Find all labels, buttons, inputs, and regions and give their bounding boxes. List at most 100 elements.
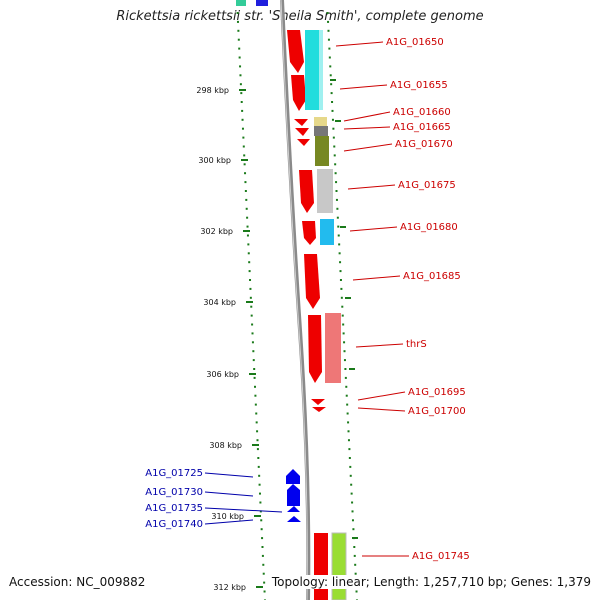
label-leader bbox=[352, 275, 401, 281]
forward-genes bbox=[287, 30, 328, 600]
guide-dot-left bbox=[244, 172, 247, 175]
ruler-tick-label: 306 kbp bbox=[206, 370, 239, 379]
gene-partial-green bbox=[236, 0, 246, 6]
label-leader bbox=[343, 111, 391, 122]
gene-thrs bbox=[308, 315, 322, 383]
guide-dot-left bbox=[246, 225, 249, 228]
label-leader bbox=[204, 491, 254, 497]
guide-dot-left bbox=[239, 65, 242, 68]
guide-dot-right bbox=[336, 216, 339, 219]
track-cyan-edge bbox=[319, 30, 323, 110]
guide-dot-left bbox=[250, 314, 253, 317]
guide-dot-left bbox=[251, 332, 254, 335]
track-tick-dash bbox=[340, 226, 346, 228]
guide-dot-right bbox=[338, 243, 341, 246]
label-leader bbox=[357, 407, 406, 412]
gene-a1g-01735 bbox=[287, 506, 300, 512]
guide-dot-right bbox=[353, 546, 356, 548]
gene-labels: A1G_01650 A1G_01655 A1G_01660 A1G_01665 A1G_… bbox=[145, 37, 470, 562]
label-leader bbox=[204, 519, 254, 525]
guide-dot-right bbox=[340, 296, 343, 299]
guide-dot-right bbox=[342, 332, 345, 335]
guide-dot-right bbox=[343, 350, 346, 353]
guide-dot-left bbox=[248, 270, 251, 273]
guide-dot-left bbox=[258, 483, 261, 486]
guide-dot-right bbox=[350, 483, 353, 486]
guide-dot-left bbox=[249, 279, 252, 281]
guide-dot-right bbox=[342, 323, 345, 326]
guide-dot-right bbox=[334, 172, 337, 175]
gene-a1g-01695 bbox=[311, 399, 325, 405]
guide-dot-left bbox=[241, 109, 244, 112]
track-tick-dash bbox=[335, 120, 341, 122]
reverse-genes bbox=[286, 469, 301, 522]
label-leader bbox=[357, 391, 406, 401]
guide-dot-right bbox=[333, 154, 336, 157]
ruler: 298 kbp 300 kbp 302 kbp 304 kbp 306 kbp 308 k… bbox=[196, 86, 263, 592]
ruler-tick-label: 304 kbp bbox=[203, 298, 236, 307]
guide-dot-right bbox=[331, 109, 334, 112]
guide-dot-left bbox=[250, 305, 253, 308]
gene-a1g-01730 bbox=[287, 484, 300, 506]
guide-dot-right bbox=[343, 359, 346, 362]
guide-dot-left bbox=[261, 546, 264, 548]
gene-a1g-01670 bbox=[297, 139, 310, 146]
guide-dot-left bbox=[255, 421, 258, 424]
guide-dot-right bbox=[344, 368, 347, 370]
gene-label-forward: A1G_01650 bbox=[386, 37, 444, 48]
guide-dot-left bbox=[253, 376, 256, 379]
guide-dot-left bbox=[257, 465, 260, 468]
guide-dot-left bbox=[243, 163, 246, 166]
track-gray bbox=[314, 126, 328, 136]
guide-dot-left bbox=[263, 590, 266, 593]
gene-a1g-01665 bbox=[295, 128, 309, 136]
gene-label-forward: thrS bbox=[406, 339, 427, 350]
guide-dot-right bbox=[349, 465, 352, 468]
guide-dot-right bbox=[338, 252, 341, 255]
guide-dot-right bbox=[335, 181, 338, 184]
guide-dot-right bbox=[354, 563, 357, 566]
guide-dot-left bbox=[256, 439, 259, 442]
guide-dot-right bbox=[351, 519, 354, 522]
guide-dot-left bbox=[240, 92, 243, 95]
track-tick-dash bbox=[352, 537, 358, 539]
guide-dot-left bbox=[241, 127, 244, 130]
ruler-tick-label: 298 kbp bbox=[196, 86, 229, 95]
label-leader bbox=[204, 507, 283, 513]
ruler-tick-label: 312 kbp bbox=[213, 583, 246, 592]
guide-dot-left bbox=[263, 581, 266, 584]
guide-dot-right bbox=[335, 190, 338, 192]
ruler-tick-label: 300 kbp bbox=[198, 156, 231, 165]
guide-dot-right bbox=[352, 528, 355, 531]
track-lime bbox=[332, 533, 346, 600]
gene-a1g-01740 bbox=[287, 516, 301, 522]
guide-dot-right bbox=[337, 234, 340, 237]
guide-dot-left bbox=[252, 359, 255, 362]
guide-dot-right bbox=[328, 56, 331, 59]
guide-dot-left bbox=[262, 563, 265, 566]
guide-dot-left bbox=[245, 207, 248, 210]
gene-label-forward: A1G_01660 bbox=[393, 107, 451, 118]
guide-dot-left bbox=[260, 528, 263, 531]
guide-dot-left bbox=[236, 12, 239, 14]
gene-a1g-01660 bbox=[294, 119, 308, 126]
guide-dot-left bbox=[239, 83, 242, 86]
guide-dot-right bbox=[329, 65, 332, 68]
label-leader bbox=[335, 41, 384, 47]
gene-label-forward: A1G_01655 bbox=[390, 80, 448, 91]
gene-a1g-01680 bbox=[302, 221, 316, 245]
label-leaders bbox=[204, 41, 409, 557]
gene-label-forward: A1G_01680 bbox=[400, 222, 458, 233]
ruler-tick-label: 308 kbp bbox=[209, 441, 242, 450]
gene-label-forward: A1G_01700 bbox=[408, 406, 466, 417]
guide-dot-left bbox=[257, 457, 260, 459]
guide-dot-right bbox=[348, 448, 351, 451]
gene-label-forward: A1G_01675 bbox=[398, 180, 456, 191]
track-tick-dash bbox=[345, 297, 351, 299]
guide-dot-right bbox=[329, 74, 332, 77]
gene-label-forward: A1G_01745 bbox=[412, 551, 470, 562]
guide-dot-left bbox=[246, 216, 249, 219]
guide-dot-right bbox=[348, 457, 351, 459]
guide-dot-right bbox=[346, 403, 349, 406]
